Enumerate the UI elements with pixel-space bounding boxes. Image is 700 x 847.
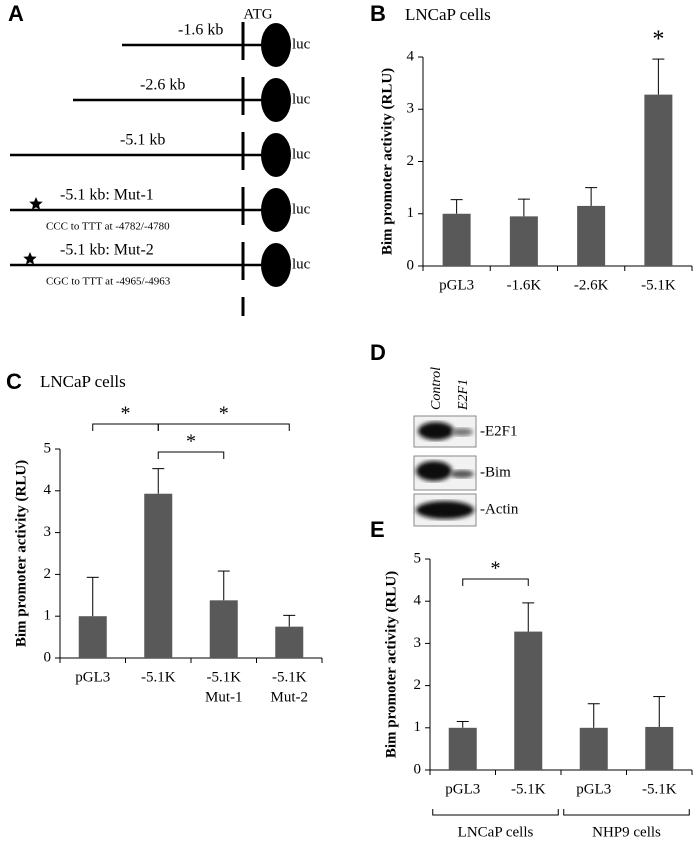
band [418,422,454,440]
x-tick-label: -5.1K [206,669,241,685]
band-label: -E2F1 [480,423,518,439]
y-tick-label: 3 [414,635,422,651]
mutation-label: CCC to TTT at -4782/-4780 [46,221,170,233]
y-tick-label: 3 [407,101,415,117]
lane-label: Control [429,367,444,410]
significance-bracket [462,578,529,586]
luc-gene [261,133,291,177]
x-tick-label: -5.1K [511,781,546,797]
bar [78,616,107,658]
y-axis-label: Bim promoter activity (RLU) [13,460,29,647]
x-tick-label: Mut-2 [271,689,309,705]
y-tick-label: 1 [44,608,52,624]
y-tick-label: 2 [414,677,422,693]
panel-letter: E [370,517,385,542]
group-label: NHP9 cells [592,824,661,840]
significance-bracket [157,423,290,431]
reporter-label: luc [292,91,311,107]
mutation-star [29,197,43,210]
significance-star: * [652,27,664,53]
x-tick-label: pGL3 [439,277,474,293]
significance-bracket [92,423,159,431]
lane-label: E2F1 [456,379,471,411]
reporter-label: luc [292,146,311,162]
band [451,428,473,436]
bar [645,726,674,770]
band [416,461,452,481]
bar [144,493,173,658]
band-label: -Actin [480,501,519,517]
mutation-label: CGC to TTT at -4965/-4963 [46,276,171,288]
y-axis-label: Bim promoter activity (RLU) [383,571,399,758]
y-tick-label: 4 [407,48,415,64]
panel-letter: D [370,340,386,365]
y-tick-label: 5 [44,440,52,456]
x-tick-label: -2.6K [574,277,609,293]
reporter-label: luc [292,256,311,272]
x-tick-label: -5.1K [642,781,677,797]
bar [577,205,606,266]
western-blot [413,415,477,527]
luc-gene [261,78,291,122]
luc-gene [261,23,291,67]
panel-letter: B [370,1,386,26]
x-tick-label: pGL3 [445,781,480,797]
bar [209,600,238,658]
y-tick-label: 2 [44,566,52,582]
y-tick-label: 3 [44,524,52,540]
reporter-label: luc [292,36,311,52]
bar [644,94,673,267]
luc-gene [261,243,291,287]
x-tick-label: -5.1K [141,669,176,685]
start-label: ATG [243,6,272,22]
y-tick-label: 4 [44,482,52,498]
y-tick-label: 1 [407,205,415,221]
x-tick-label: pGL3 [576,781,611,797]
y-axis-label: Bim promoter activity (RLU) [379,68,395,255]
mutation-star [23,252,37,265]
group-bracket [432,809,559,816]
bar [509,216,538,266]
group-bracket [563,809,690,816]
significance-star: * [491,558,501,580]
y-tick-label: 5 [414,550,422,566]
construct-label: -5.1 kb: Mut-2 [60,242,154,259]
significance-star: * [186,431,196,453]
promoter-diagram: ATG [241,6,273,316]
chart-title: LNCaP cells [405,5,491,24]
band [450,470,474,478]
y-tick-label: 1 [414,719,422,735]
significance-star: * [121,403,131,425]
y-tick-label: 0 [407,257,415,273]
chart-title: LNCaP cells [40,372,126,391]
significance-bracket [157,451,225,459]
x-tick-label: -5.1K [272,669,307,685]
significance-star: * [219,403,229,425]
bar [275,626,304,658]
band-label: -Bim [480,464,511,480]
y-tick-label: 4 [414,593,422,609]
construct-label: -5.1 kb: Mut-1 [60,187,154,204]
group-label: LNCaP cells [458,824,534,840]
bar [579,727,608,770]
panel-letter: A [8,1,24,26]
luc-gene [261,188,291,232]
x-tick-label: -5.1K [641,277,676,293]
bar [442,213,471,266]
x-tick-label: pGL3 [75,669,110,685]
y-tick-label: 0 [44,649,52,665]
reporter-label: luc [292,201,311,217]
construct-label: -5.1 kb [120,132,165,149]
bar [514,631,543,770]
x-tick-label: Mut-1 [205,689,243,705]
band [416,501,474,519]
x-tick-label: -1.6K [507,277,542,293]
panel-letter: C [6,369,22,394]
y-tick-label: 2 [407,153,415,169]
bar [448,727,477,770]
y-tick-label: 0 [414,761,422,777]
construct-label: -1.6 kb [178,22,223,39]
construct-label: -2.6 kb [140,77,185,94]
